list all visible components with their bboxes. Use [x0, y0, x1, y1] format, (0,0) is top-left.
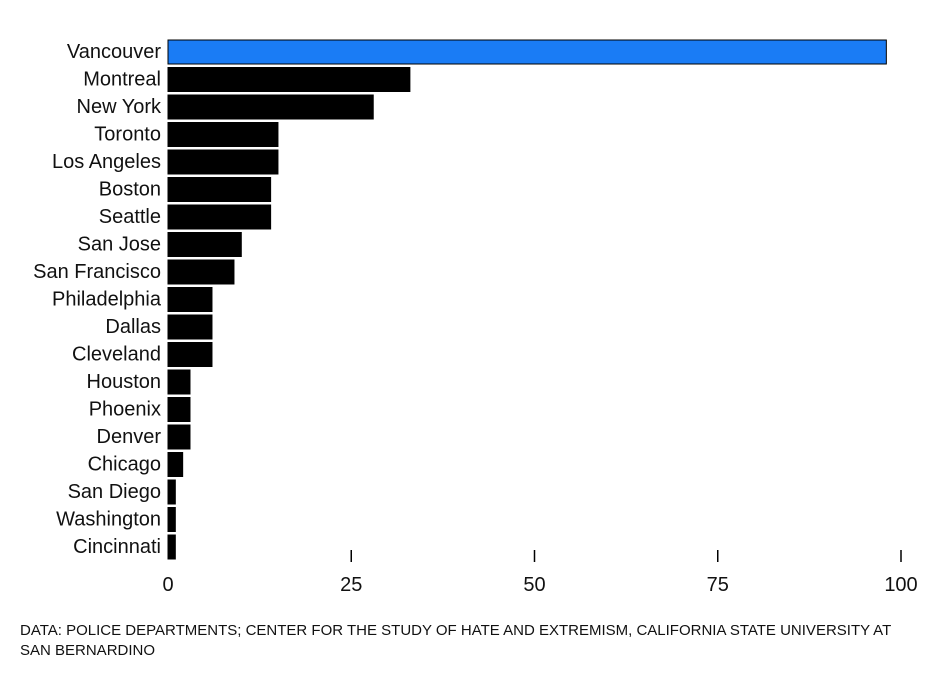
category-label-san-jose: San Jose [78, 234, 161, 256]
category-label-toronto: Toronto [94, 124, 161, 146]
category-labels: Vancouver Montreal New York Toronto Los Ange… [33, 41, 162, 558]
category-label-denver: Denver [97, 426, 162, 448]
category-label-montreal: Montreal [83, 69, 161, 91]
bar-vancouver [167, 39, 887, 65]
bar-new-york [167, 94, 374, 120]
bar-philadelphia [167, 287, 213, 312]
bar-dallas [167, 314, 213, 340]
category-label-seattle: Seattle [99, 206, 161, 228]
category-label-phoenix: Phoenix [89, 399, 161, 421]
x-tick-label-100: 100 [884, 574, 917, 596]
category-label-dallas: Dallas [105, 316, 161, 338]
x-tick-label-50: 50 [523, 574, 545, 596]
bar-los-angeles [167, 149, 279, 175]
category-label-chicago: Chicago [88, 454, 161, 476]
source-note: DATA: POLICE DEPARTMENTS; CENTER FOR THE… [20, 622, 891, 659]
category-label-los-angeles: Los Angeles [52, 151, 161, 173]
x-tick-label-0: 0 [162, 574, 173, 596]
bar-chicago [167, 452, 184, 477]
bar-montreal [167, 67, 411, 92]
bar-cincinnati [167, 534, 176, 560]
bar-toronto [167, 122, 279, 147]
category-label-houston: Houston [87, 371, 162, 393]
category-label-san-diego: San Diego [68, 481, 161, 503]
category-label-boston: Boston [99, 179, 161, 201]
category-label-washington: Washington [56, 509, 161, 531]
bar-boston [167, 177, 272, 202]
category-label-cincinnati: Cincinnati [73, 536, 161, 558]
bar-cleveland [167, 342, 213, 367]
category-label-philadelphia: Philadelphia [52, 289, 162, 311]
category-label-vancouver: Vancouver [67, 41, 161, 63]
bar-san-francisco [167, 259, 235, 285]
bar-houston [167, 369, 191, 395]
category-label-san-francisco: San Francisco [33, 261, 161, 283]
bar-san-diego [167, 479, 176, 505]
bar-washington [167, 507, 176, 532]
x-axis-ticks [350, 550, 902, 562]
bars-group [167, 39, 887, 560]
category-label-new-york: New York [77, 96, 162, 118]
x-tick-label-75: 75 [707, 574, 729, 596]
bar-denver [167, 424, 191, 450]
x-axis-tick-labels: 0 25 50 75 100 [162, 574, 917, 596]
bar-phoenix [167, 397, 191, 422]
category-label-cleveland: Cleveland [72, 344, 161, 366]
bar-seattle [167, 204, 272, 230]
bar-san-jose [167, 232, 242, 257]
bar-chart: Vancouver Montreal New York Toronto Los Ange… [33, 39, 918, 596]
x-tick-label-25: 25 [340, 574, 362, 596]
